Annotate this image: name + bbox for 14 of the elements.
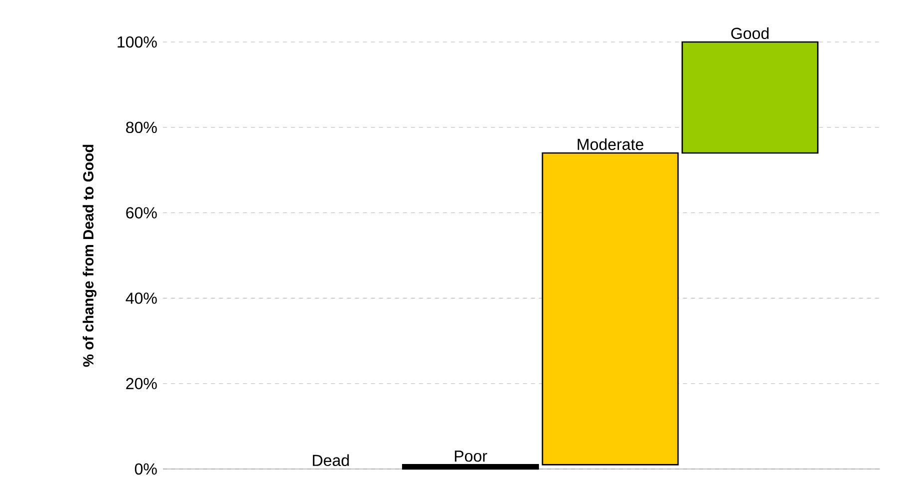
y-tick-label: 80%: [126, 122, 157, 134]
y-tick-label: 20%: [126, 378, 157, 390]
y-tick-label: 60%: [126, 207, 157, 218]
x-tick-label: Good: [731, 27, 769, 40]
x-tick-label: Dead: [312, 454, 349, 466]
x-tick-label: Moderate: [578, 138, 644, 150]
y-tick-label: 40%: [126, 292, 157, 304]
bar: [682, 41, 818, 154]
bar: [542, 152, 679, 466]
y-axis-title: % of change from Dead to Good: [82, 144, 96, 367]
y-tick-label: 0%: [134, 463, 157, 475]
y-tick-label: 100%: [118, 36, 157, 48]
x-tick-label: Poor: [454, 450, 488, 462]
bar: [402, 464, 539, 470]
